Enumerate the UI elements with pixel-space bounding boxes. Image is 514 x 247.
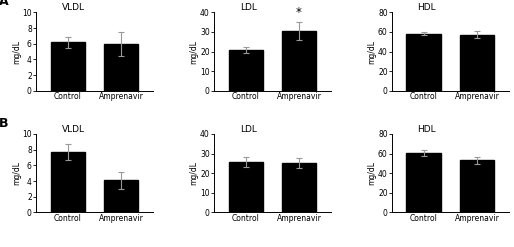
- Bar: [50, 152, 85, 212]
- Bar: [407, 153, 441, 212]
- Y-axis label: mg/dL: mg/dL: [12, 40, 21, 63]
- Bar: [282, 163, 316, 212]
- Bar: [282, 31, 316, 91]
- Text: VLDL: VLDL: [62, 125, 85, 134]
- Y-axis label: mg/dL: mg/dL: [190, 40, 198, 63]
- Y-axis label: mg/dL: mg/dL: [368, 40, 376, 63]
- Y-axis label: mg/dL: mg/dL: [190, 161, 198, 185]
- Bar: [104, 44, 138, 91]
- Text: LDL: LDL: [240, 3, 256, 12]
- Bar: [407, 34, 441, 91]
- Bar: [104, 180, 138, 212]
- Text: *: *: [296, 6, 302, 20]
- Text: VLDL: VLDL: [62, 3, 85, 12]
- Bar: [229, 163, 263, 212]
- Bar: [460, 35, 494, 91]
- Text: HDL: HDL: [417, 125, 436, 134]
- Bar: [50, 42, 85, 91]
- Text: LDL: LDL: [240, 125, 256, 134]
- Text: A: A: [0, 0, 8, 8]
- Bar: [229, 50, 263, 91]
- Bar: [460, 161, 494, 212]
- Y-axis label: mg/dL: mg/dL: [368, 161, 376, 185]
- Text: B: B: [0, 117, 8, 130]
- Y-axis label: mg/dL: mg/dL: [12, 161, 21, 185]
- Text: HDL: HDL: [417, 3, 436, 12]
